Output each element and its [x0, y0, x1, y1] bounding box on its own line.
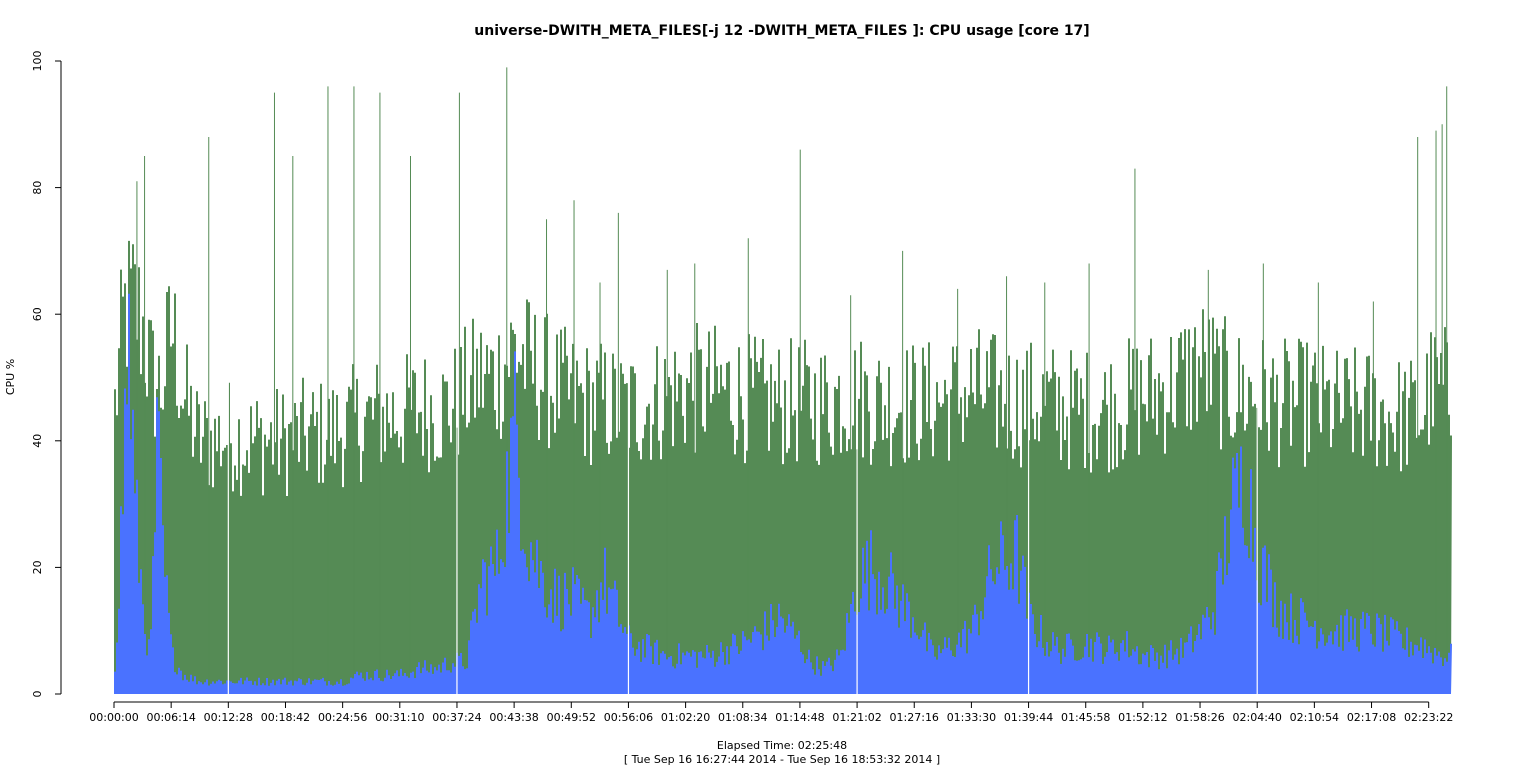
x-axis-sublabel: [ Tue Sep 16 16:27:44 2014 - Tue Sep 16 …: [624, 753, 940, 766]
y-axis: 0 20 40 60 80 100: [31, 51, 62, 698]
x-tick-label-8: 00:49:52: [547, 711, 596, 724]
x-tick-label-13: 01:21:02: [832, 711, 881, 724]
x-tick-label-5: 00:31:10: [375, 711, 424, 724]
y-tick-label-1: 20: [31, 560, 44, 574]
x-tick-label-20: 02:04:40: [1233, 711, 1282, 724]
x-tick-label-10: 01:02:20: [661, 711, 710, 724]
x-tick-label-21: 02:10:54: [1290, 711, 1339, 724]
x-tick-label-0: 00:00:00: [89, 711, 138, 724]
x-tick-label-9: 00:56:06: [604, 711, 653, 724]
y-tick-label-2: 40: [31, 434, 44, 448]
x-tick-label-22: 02:17:08: [1347, 711, 1396, 724]
x-axis-label: Elapsed Time: 02:25:48: [717, 739, 847, 752]
y-tick-label-3: 60: [31, 307, 44, 321]
series-layer: [114, 61, 1452, 694]
y-axis-label: CPU %: [4, 359, 17, 395]
series-0-area: [114, 240, 1452, 694]
x-tick-label-18: 01:52:12: [1118, 711, 1167, 724]
x-tick-label-16: 01:39:44: [1004, 711, 1053, 724]
x-tick-label-17: 01:45:58: [1061, 711, 1110, 724]
x-tick-label-23: 02:23:22: [1404, 711, 1453, 724]
x-axis: 00:00:00 00:06:14 00:12:28 00:18:42 00:24:56…: [89, 701, 1453, 724]
x-tick-label-1: 00:06:14: [146, 711, 195, 724]
x-tick-label-3: 00:18:42: [261, 711, 310, 724]
x-tick-label-4: 00:24:56: [318, 711, 367, 724]
x-tick-label-14: 01:27:16: [890, 711, 939, 724]
x-tick-label-19: 01:58:26: [1175, 711, 1224, 724]
x-tick-label-7: 00:43:38: [489, 711, 538, 724]
x-tick-label-15: 01:33:30: [947, 711, 996, 724]
y-tick-label-0: 0: [31, 691, 44, 698]
x-tick-label-12: 01:14:48: [775, 711, 824, 724]
series-1-area: [114, 293, 1452, 694]
x-tick-label-2: 00:12:28: [204, 711, 253, 724]
series-1: [114, 293, 1452, 694]
x-tick-label-11: 01:08:34: [718, 711, 767, 724]
chart-title: universe-DWITH_META_FILES[-j 12 -DWITH_M…: [474, 23, 1089, 39]
y-tick-label-4: 80: [31, 181, 44, 195]
x-tick-label-6: 00:37:24: [432, 711, 481, 724]
y-tick-label-5: 100: [31, 51, 44, 72]
